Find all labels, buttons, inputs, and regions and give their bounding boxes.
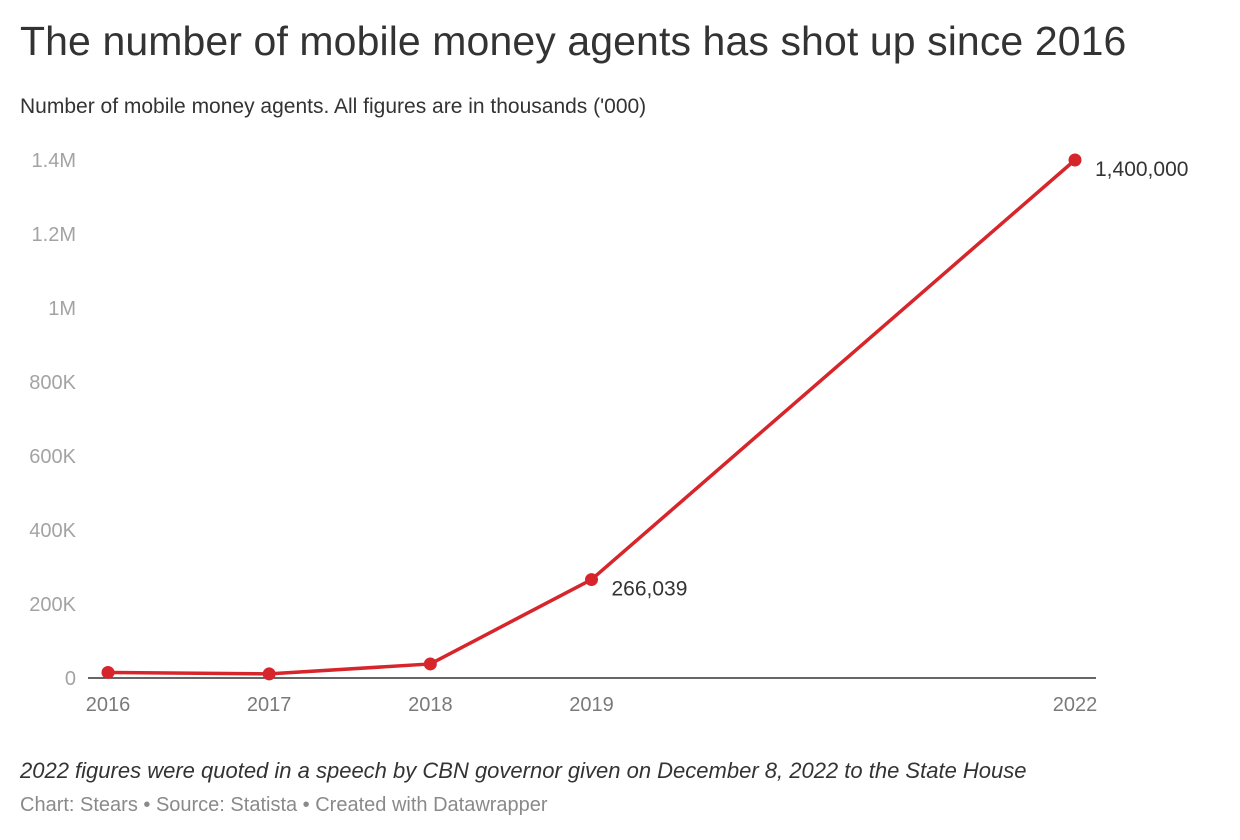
data-labels: 266,039 1,400,000: [612, 158, 1189, 601]
data-point: [423, 657, 437, 671]
y-tick-label: 800K: [29, 372, 76, 394]
plot-area: [101, 153, 1082, 681]
y-tick-label: 600K: [29, 446, 76, 468]
line-chart: 0 200K 400K 600K 800K 1M 1.2M 1.4M 2016 2017 2018…: [29, 150, 1189, 716]
y-tick-label: 1.4M: [32, 150, 76, 172]
chart-footer: Chart: Stears • Source: Statista • Creat…: [20, 794, 548, 816]
data-point: [585, 573, 598, 587]
y-tick-label: 0: [65, 668, 76, 690]
x-tick-label: 2018: [408, 694, 453, 716]
x-axis: 2016 2017 2018 2019 2022: [86, 694, 1098, 716]
x-tick-label: 2022: [1053, 694, 1098, 716]
x-tick-label: 2019: [569, 694, 614, 716]
y-tick-label: 400K: [29, 520, 76, 542]
data-point: [101, 665, 115, 679]
series-line: [106, 158, 1077, 676]
y-tick-label: 1M: [48, 298, 76, 320]
chart-subtitle: Number of mobile money agents. All figur…: [20, 95, 647, 118]
data-point: [262, 667, 276, 681]
y-tick-label: 1.2M: [32, 224, 76, 246]
y-tick-label: 200K: [29, 594, 76, 616]
data-label: 266,039: [612, 578, 688, 601]
x-tick-label: 2017: [247, 694, 292, 716]
data-point: [1068, 153, 1082, 167]
chart-title: The number of mobile money agents has sh…: [20, 18, 1127, 64]
y-axis: 0 200K 400K 600K 800K 1M 1.2M 1.4M: [29, 150, 76, 690]
data-label: 1,400,000: [1095, 158, 1188, 181]
chart-notes: 2022 figures were quoted in a speech by …: [20, 758, 1027, 783]
x-tick-label: 2016: [86, 694, 131, 716]
